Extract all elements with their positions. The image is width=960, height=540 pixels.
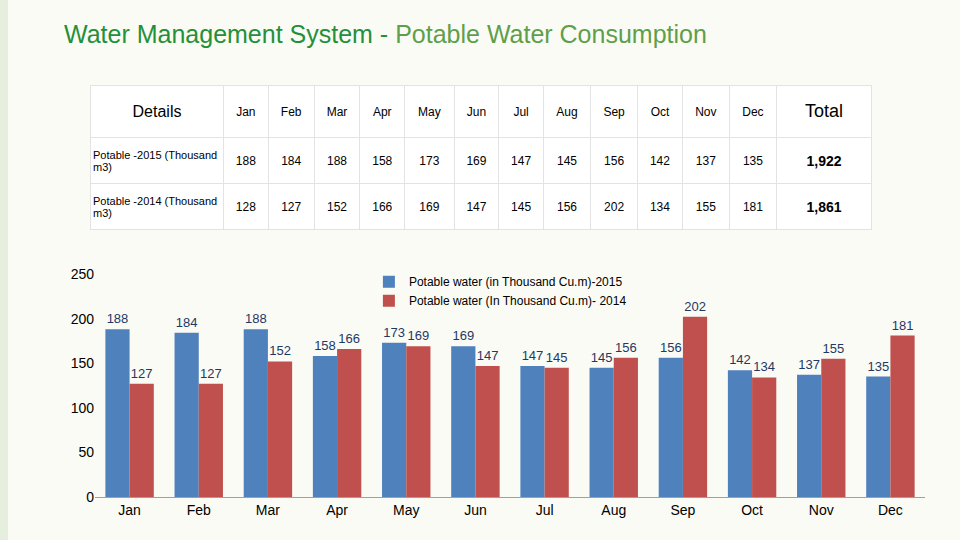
html-text:156: 156 (604, 153, 625, 168)
svg-text:134: 134 (753, 359, 775, 374)
html-text:Potable -2015 (Thousand m3): Potable -2015 (Thousand m3) (93, 148, 218, 173)
html-text:May: May (418, 104, 441, 119)
html-text:Jun: Jun (466, 104, 487, 119)
svg-text:173: 173 (383, 325, 405, 340)
svg-text:Apr: Apr (326, 502, 348, 518)
html-text:169: 169 (419, 199, 440, 214)
svg-text:100: 100 (71, 400, 95, 416)
html-text:184: 184 (281, 153, 302, 168)
html-text:Jul: Jul (513, 104, 529, 119)
html-text:134: 134 (649, 199, 670, 214)
html-text:1,861: 1,861 (806, 198, 842, 215)
html-text:188: 188 (327, 153, 347, 168)
svg-text:202: 202 (684, 299, 706, 314)
html-text:188: 188 (235, 153, 256, 168)
html-text:Mar: Mar (326, 104, 348, 119)
html-text:147: 147 (511, 153, 532, 168)
html-text:169: 169 (466, 153, 487, 168)
html-text:Nov: Nov (695, 104, 717, 119)
svg-text:169: 169 (408, 328, 430, 343)
svg-text:250: 250 (71, 266, 95, 282)
html-text:Potable -2014 (Thousand m3): Potable -2014 (Thousand m3) (93, 194, 218, 219)
html-text:127: 127 (281, 199, 302, 214)
svg-text:150: 150 (71, 355, 95, 371)
svg-text:145: 145 (546, 350, 568, 365)
svg-text:127: 127 (200, 366, 222, 381)
svg-text:169: 169 (452, 328, 474, 343)
html-text:158: 158 (372, 153, 393, 168)
svg-text:181: 181 (892, 318, 914, 333)
svg-text:188: 188 (107, 311, 129, 326)
html-text:152: 152 (327, 199, 347, 214)
svg-text:137: 137 (798, 357, 820, 372)
html-text:156: 156 (557, 199, 577, 214)
html-text:145: 145 (511, 199, 532, 214)
svg-text:188: 188 (245, 311, 267, 326)
svg-text:Sep: Sep (670, 502, 695, 518)
html-text:Details: Details (132, 102, 182, 120)
html-text:Sep: Sep (603, 104, 625, 119)
svg-text:200: 200 (71, 311, 95, 327)
svg-text:Dec: Dec (878, 502, 903, 518)
svg-text:Oct: Oct (741, 502, 763, 518)
svg-text:184: 184 (176, 315, 198, 330)
html-text:137: 137 (695, 153, 716, 168)
html-text:Feb: Feb (280, 104, 302, 119)
svg-text:Potable water (In Thousand Cu.: Potable water (In Thousand Cu.m)- 2014 (409, 294, 627, 308)
svg-text:Jan: Jan (118, 502, 141, 518)
svg-text:152: 152 (269, 343, 291, 358)
svg-text:127: 127 (131, 366, 153, 381)
svg-text:155: 155 (823, 341, 845, 356)
html-text:Aug: Aug (556, 104, 578, 119)
html-text:173: 173 (419, 153, 440, 168)
svg-text:135: 135 (867, 359, 889, 374)
html-text:Water Management System - Pota: Water Management System - Potable Water … (64, 20, 707, 48)
svg-text:156: 156 (615, 340, 637, 355)
svg-text:Mar: Mar (256, 502, 280, 518)
svg-text:Feb: Feb (187, 502, 211, 518)
svg-text:166: 166 (338, 331, 360, 346)
html-text:181: 181 (742, 199, 763, 214)
svg-text:0: 0 (86, 489, 94, 505)
html-text:Apr: Apr (372, 104, 392, 119)
html-text:Oct: Oct (650, 104, 670, 119)
html-text:142: 142 (649, 153, 670, 168)
svg-text:50: 50 (78, 444, 94, 460)
html-text:Dec: Dec (742, 104, 764, 119)
svg-text:Jul: Jul (536, 502, 554, 518)
svg-text:May: May (393, 502, 419, 518)
html-text:155: 155 (695, 199, 716, 214)
html-text:147: 147 (466, 199, 487, 214)
svg-text:145: 145 (591, 350, 613, 365)
html-text:128: 128 (235, 199, 256, 214)
svg-text:Nov: Nov (809, 502, 834, 518)
svg-text:147: 147 (522, 348, 544, 363)
svg-text:156: 156 (660, 340, 682, 355)
html-text:166: 166 (372, 199, 393, 214)
html-text:135: 135 (742, 153, 763, 168)
html-text:Jan: Jan (236, 104, 256, 119)
svg-text:Potable water (in Thousand Cu.: Potable water (in Thousand Cu.m)-2015 (409, 275, 623, 289)
svg-text:Jun: Jun (464, 502, 487, 518)
html-text:202: 202 (604, 199, 625, 214)
svg-text:158: 158 (314, 338, 336, 353)
svg-text:Aug: Aug (601, 502, 626, 518)
html-text:1,922: 1,922 (806, 152, 842, 169)
html-text:Total: Total (805, 101, 843, 121)
svg-text:147: 147 (477, 348, 499, 363)
svg-text:142: 142 (729, 352, 751, 367)
html-text:145: 145 (557, 153, 577, 168)
